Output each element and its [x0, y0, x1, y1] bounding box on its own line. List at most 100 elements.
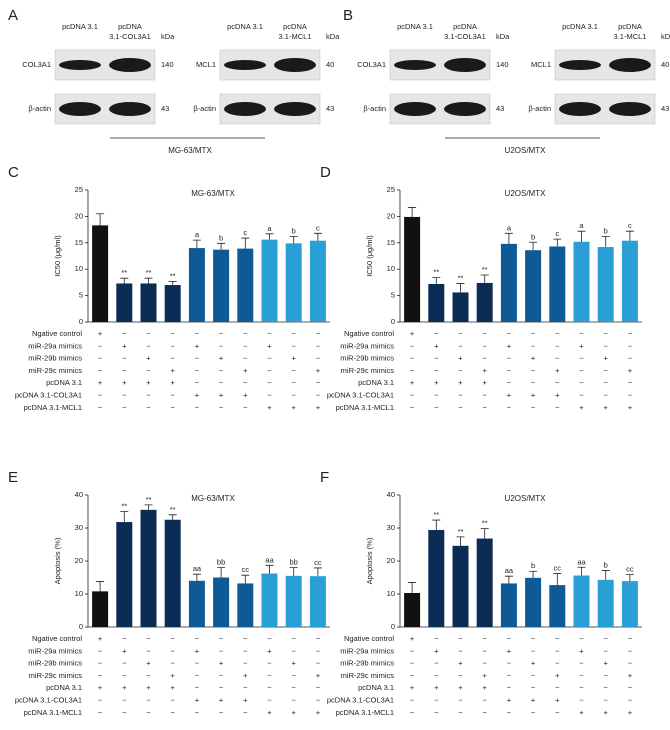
significance-label: a: [507, 223, 512, 232]
bar: [92, 225, 109, 322]
condition-sign: +: [316, 403, 321, 412]
condition-sign: −: [267, 671, 272, 680]
significance-label: **: [433, 510, 439, 519]
condition-label: miR-29a mimics: [340, 341, 394, 350]
condition-sign: +: [219, 390, 224, 399]
condition-sign: −: [122, 671, 127, 680]
condition-sign: −: [410, 341, 415, 350]
error-bar: [192, 573, 201, 581]
lane-label: pcDNA 3.1: [227, 22, 263, 31]
significance-label: **: [458, 527, 464, 536]
lane-label: pcDNA: [283, 22, 307, 31]
condition-sign: −: [458, 634, 463, 643]
kda-value: 43: [496, 104, 504, 113]
condition-label: miR-29b mimics: [28, 354, 82, 363]
y-tick-label: 40: [75, 490, 83, 499]
condition-sign: −: [410, 366, 415, 375]
condition-sign: +: [171, 683, 176, 692]
condition-sign: +: [604, 659, 609, 668]
condition-sign: −: [316, 341, 321, 350]
significance-label: cc: [554, 564, 562, 573]
significance-label: **: [482, 519, 488, 528]
condition-sign: −: [604, 341, 609, 350]
significance-label: aa: [193, 564, 202, 573]
condition-sign: −: [292, 671, 297, 680]
condition-sign: −: [122, 708, 127, 717]
error-bar: [265, 564, 274, 574]
condition-sign: +: [483, 378, 488, 387]
condition-sign: −: [171, 329, 176, 338]
panel-letter: C: [8, 164, 19, 181]
condition-sign: −: [410, 646, 415, 655]
condition-sign: −: [579, 366, 584, 375]
condition-sign: −: [507, 683, 512, 692]
bar: [92, 591, 109, 627]
condition-sign: −: [531, 708, 536, 717]
condition-sign: −: [98, 354, 103, 363]
condition-sign: +: [458, 659, 463, 668]
condition-sign: +: [146, 659, 151, 668]
y-tick-label: 10: [75, 589, 83, 598]
condition-sign: −: [507, 403, 512, 412]
condition-sign: −: [267, 390, 272, 399]
condition-sign: +: [579, 646, 584, 655]
condition-sign: −: [531, 683, 536, 692]
kda-value: 40: [326, 60, 334, 69]
y-tick-label: 40: [387, 490, 395, 499]
condition-sign: −: [171, 708, 176, 717]
condition-sign: −: [579, 695, 584, 704]
bar: [621, 240, 638, 322]
condition-sign: −: [292, 695, 297, 704]
condition-sign: −: [219, 646, 224, 655]
condition-sign: +: [531, 354, 536, 363]
protein-label: MCL1: [196, 60, 216, 69]
condition-sign: −: [628, 695, 633, 704]
condition-sign: −: [555, 659, 560, 668]
bar: [164, 285, 181, 322]
condition-label: pcDNA 3.1-MCL1: [336, 403, 394, 412]
condition-sign: −: [219, 683, 224, 692]
condition-sign: −: [507, 708, 512, 717]
condition-sign: +: [122, 683, 127, 692]
condition-sign: −: [628, 341, 633, 350]
condition-sign: −: [195, 403, 200, 412]
condition-sign: −: [316, 695, 321, 704]
condition-sign: −: [195, 378, 200, 387]
condition-sign: +: [628, 403, 633, 412]
blot-band: [109, 58, 151, 72]
condition-sign: −: [195, 683, 200, 692]
condition-sign: −: [531, 646, 536, 655]
condition-sign: −: [531, 378, 536, 387]
blot-band: [444, 102, 486, 116]
condition-sign: −: [434, 329, 439, 338]
bar: [476, 282, 493, 322]
condition-sign: −: [579, 329, 584, 338]
bar: [116, 522, 133, 627]
condition-sign: +: [122, 378, 127, 387]
significance-label: **: [458, 273, 464, 282]
condition-sign: −: [458, 329, 463, 338]
condition-sign: −: [98, 390, 103, 399]
y-tick-label: 15: [387, 238, 395, 247]
condition-sign: −: [604, 634, 609, 643]
panel-letter: B: [343, 7, 353, 24]
error-bar: [601, 570, 610, 580]
condition-sign: +: [507, 646, 512, 655]
condition-sign: −: [531, 329, 536, 338]
significance-label: cc: [314, 558, 322, 567]
condition-label: pcDNA 3.1-COL3A1: [327, 390, 394, 399]
condition-sign: −: [483, 695, 488, 704]
condition-sign: −: [243, 683, 248, 692]
condition-sign: −: [219, 403, 224, 412]
condition-sign: −: [122, 329, 127, 338]
blot-band: [274, 58, 316, 72]
error-bar: [625, 230, 634, 241]
condition-sign: +: [316, 708, 321, 717]
condition-label: miR-29a mimics: [28, 341, 82, 350]
condition-sign: −: [531, 634, 536, 643]
condition-sign: −: [171, 659, 176, 668]
blot-band: [394, 102, 436, 116]
condition-sign: −: [122, 659, 127, 668]
significance-label: cc: [242, 565, 250, 574]
condition-sign: −: [195, 329, 200, 338]
